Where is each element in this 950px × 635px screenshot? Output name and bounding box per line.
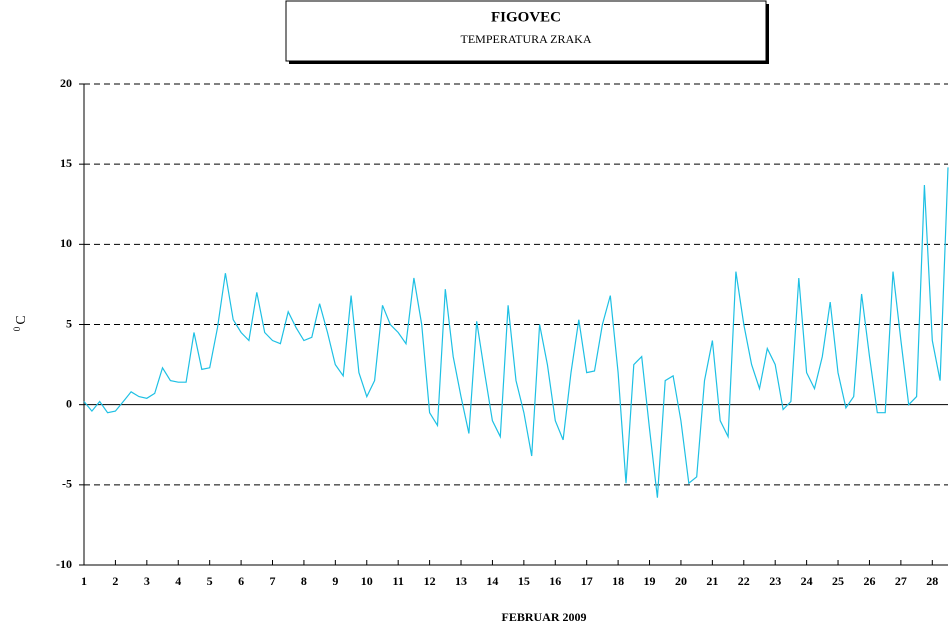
- y-axis-label: C: [14, 315, 29, 324]
- x-tick-label: 26: [863, 574, 875, 588]
- x-tick-label: 9: [332, 574, 338, 588]
- x-tick-label: 28: [926, 574, 938, 588]
- y-tick-label: -5: [62, 477, 72, 491]
- x-tick-label: 24: [801, 574, 813, 588]
- x-tick-label: 27: [895, 574, 907, 588]
- x-tick-label: 4: [175, 574, 181, 588]
- y-tick-label: 10: [60, 236, 72, 250]
- y-tick-label: 0: [66, 396, 72, 410]
- x-tick-label: 17: [581, 574, 593, 588]
- x-tick-label: 25: [832, 574, 844, 588]
- x-axis-label: FEBRUAR 2009: [501, 610, 586, 624]
- x-tick-label: 5: [207, 574, 213, 588]
- x-tick-label: 22: [738, 574, 750, 588]
- x-tick-label: 16: [549, 574, 561, 588]
- chart-title: FIGOVEC: [491, 9, 561, 25]
- x-tick-label: 18: [612, 574, 624, 588]
- x-tick-label: 7: [270, 574, 276, 588]
- y-tick-label: -10: [56, 557, 72, 571]
- x-tick-label: 2: [112, 574, 118, 588]
- x-tick-label: 23: [769, 574, 781, 588]
- x-tick-label: 21: [706, 574, 718, 588]
- x-tick-label: 11: [393, 574, 404, 588]
- x-tick-label: 1: [81, 574, 87, 588]
- x-tick-label: 19: [644, 574, 656, 588]
- x-tick-label: 20: [675, 574, 687, 588]
- y-tick-label: 5: [66, 316, 72, 330]
- y-axis-label-group: 0 C: [12, 315, 29, 331]
- data-line: [83, 167, 949, 498]
- x-tick-label: 15: [518, 574, 530, 588]
- x-tick-label: 14: [486, 574, 498, 588]
- y-tick-label: 15: [60, 156, 72, 170]
- x-tick-label: 12: [424, 574, 436, 588]
- x-tick-label: 13: [455, 574, 467, 588]
- x-tick-label: 10: [361, 574, 373, 588]
- chart-subtitle: TEMPERATURA ZRAKA: [460, 32, 591, 46]
- y-tick-label: 20: [60, 76, 72, 90]
- x-tick-label: 3: [144, 574, 150, 588]
- x-tick-label: 6: [238, 574, 244, 588]
- x-tick-label: 8: [301, 574, 307, 588]
- title-box: [285, 0, 767, 62]
- y-axis-label-sup: 0: [12, 326, 22, 331]
